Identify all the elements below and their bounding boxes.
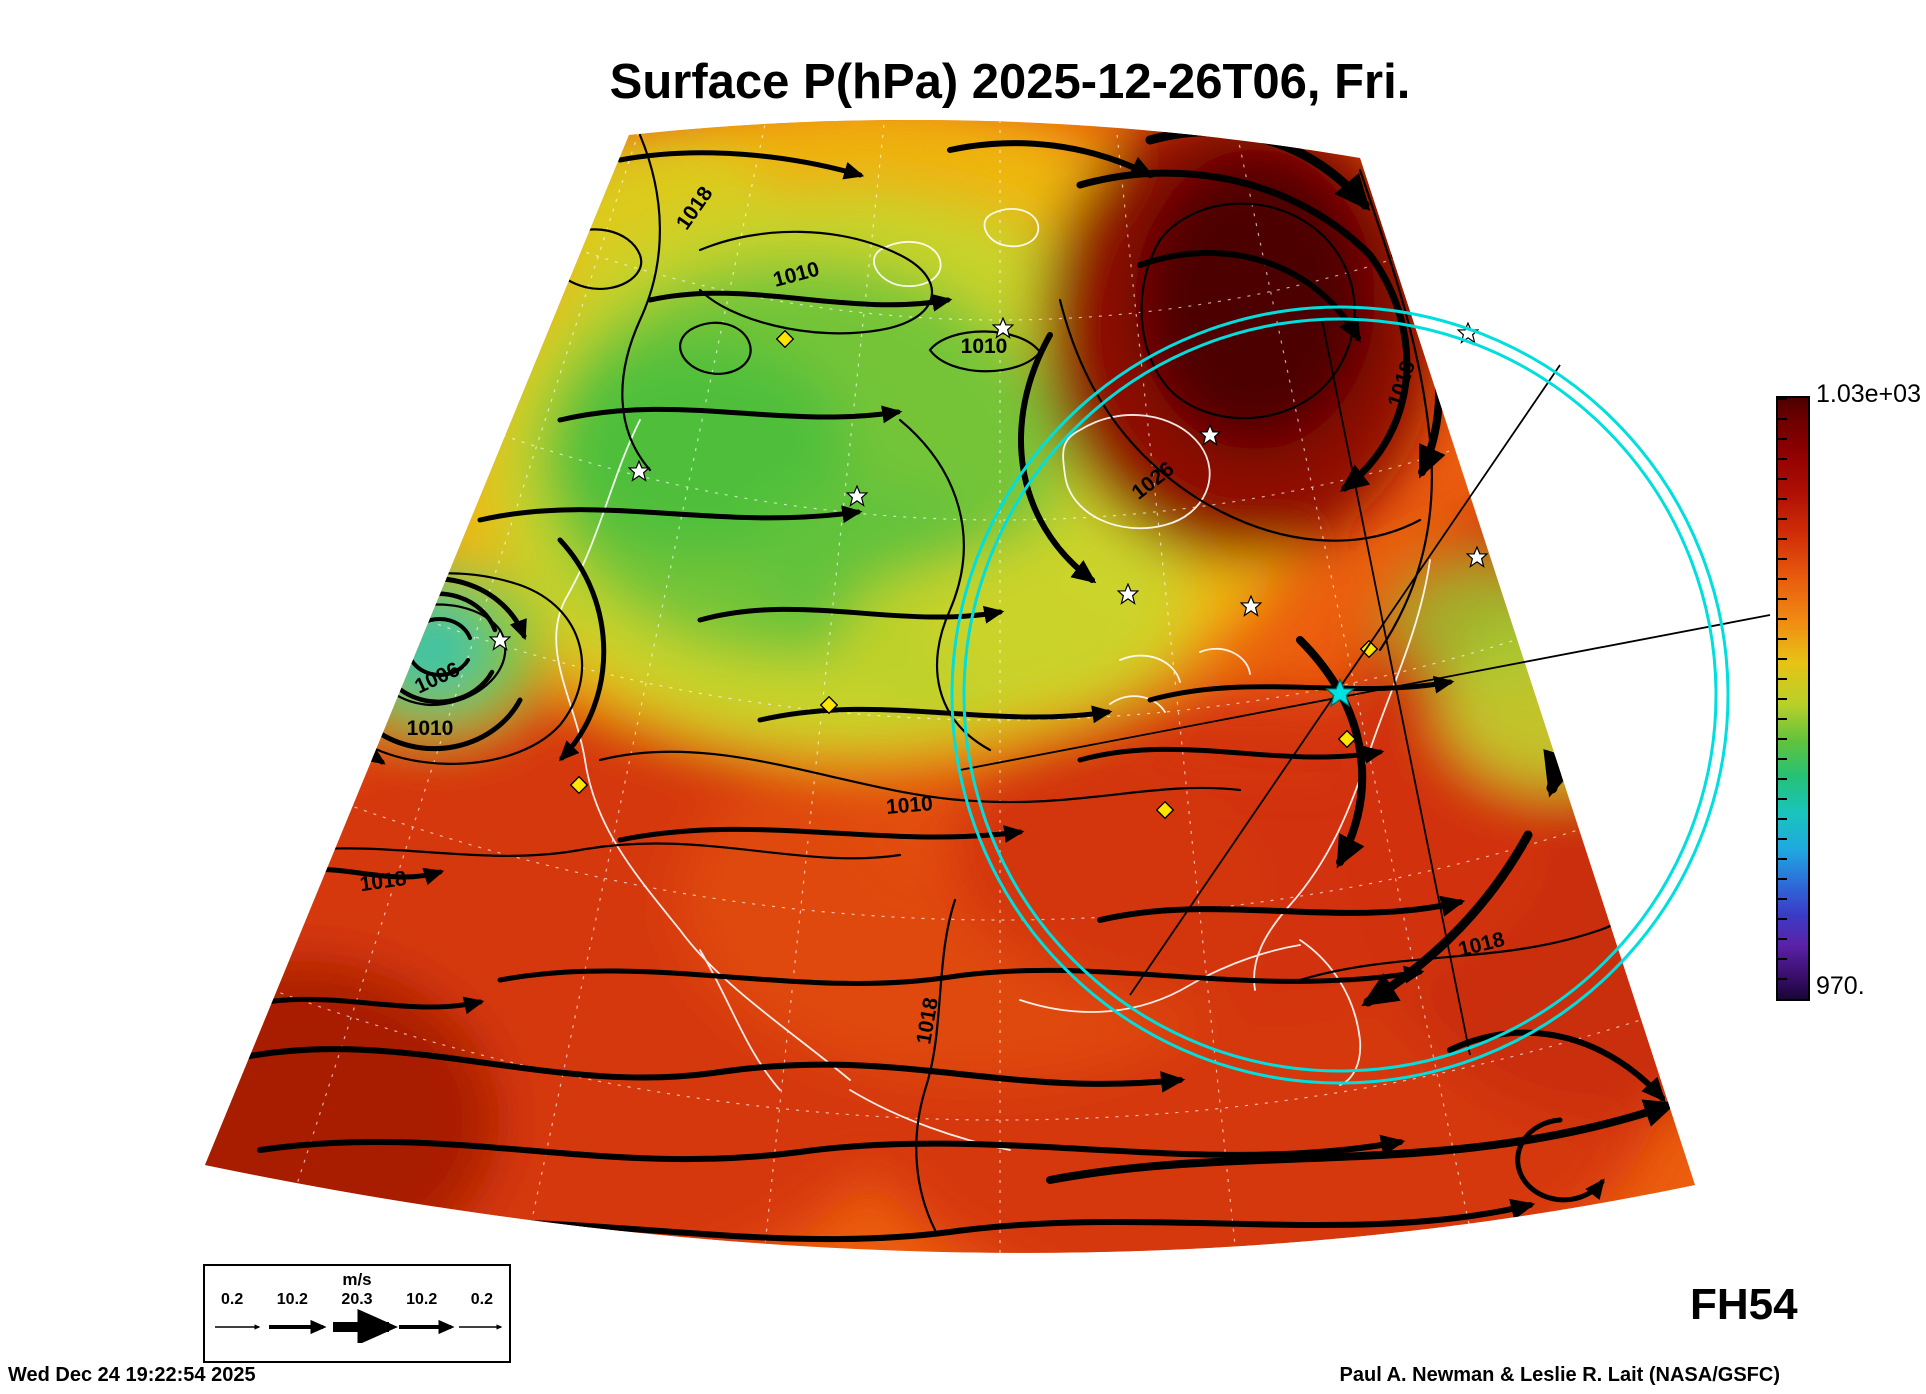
colorbar-min-label: 970. — [1816, 972, 1865, 1000]
contour-label: 1010 — [961, 335, 1008, 358]
page-title: Surface P(hPa) 2025-12-26T06, Fri. — [609, 55, 1411, 109]
wind-legend-value: 20.3 — [341, 1291, 373, 1308]
wind-scale-arrows-icon — [215, 1309, 503, 1345]
wind-legend-value: 10.2 — [406, 1291, 438, 1308]
credit-line: Paul A. Newman & Leslie R. Lait (NASA/GS… — [1339, 1364, 1780, 1386]
colorbar-max-label: 1.03e+03 — [1816, 380, 1921, 408]
forecast-hour-label: FH54 — [1690, 1280, 1798, 1329]
wind-legend-unit: m/s — [342, 1270, 372, 1289]
wind-legend-value: 0.2 — [221, 1291, 244, 1308]
range-ring — [950, 305, 1730, 1085]
contour-label: 1010 — [885, 792, 934, 819]
wind-legend-value: 0.2 — [470, 1291, 493, 1308]
azimuth-lines — [959, 319, 1771, 1056]
generation-timestamp: Wed Dec 24 19:22:54 2025 — [8, 1364, 256, 1386]
wind-legend-values: 0.2 10.2 20.3 10.2 0.2 — [205, 1291, 509, 1309]
pressure-contours — [248, 133, 1692, 1232]
colorbar-ticks — [1778, 398, 1787, 997]
contour-label: 1010 — [407, 717, 454, 740]
coastlines — [555, 208, 1431, 1151]
wind-legend-value: 10.2 — [276, 1291, 308, 1308]
wind-speed-legend: m/s 0.2 10.2 20.3 10.2 0.2 — [203, 1264, 511, 1363]
